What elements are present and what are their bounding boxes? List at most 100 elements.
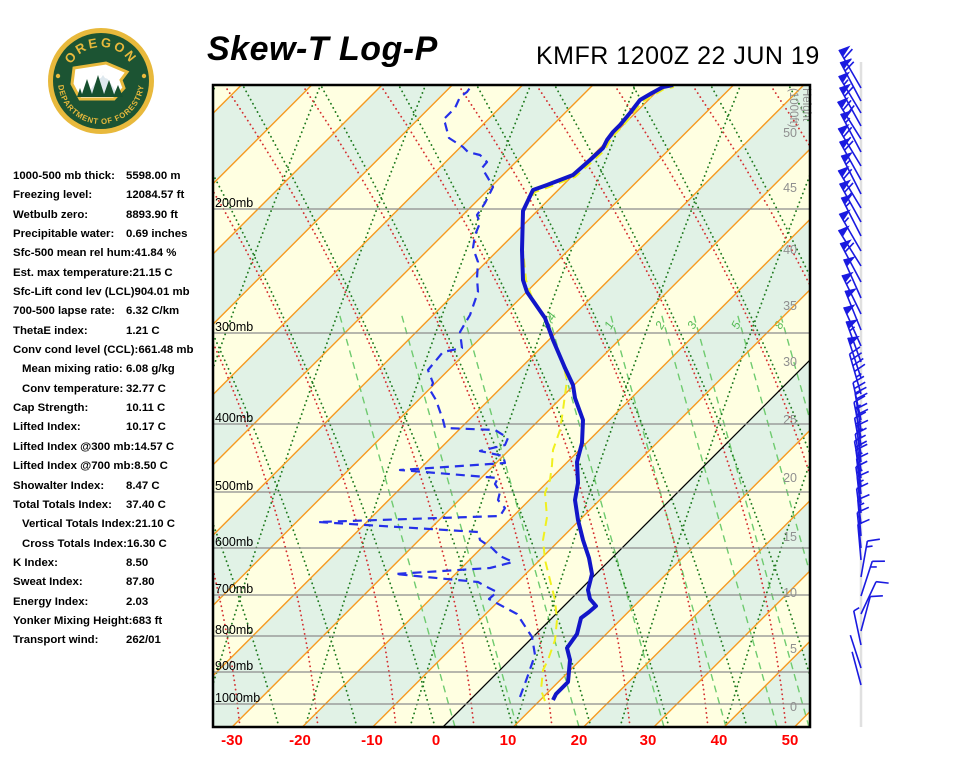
index-label: Sweat Index: xyxy=(13,576,83,589)
wind-barb xyxy=(837,165,862,209)
index-label: Conv temperature: xyxy=(22,382,124,395)
index-value: 12084.57 ft xyxy=(126,189,185,202)
index-value: 1.21 C xyxy=(126,324,160,337)
pressure-label: 600mb xyxy=(215,535,253,549)
index-label: Sfc-500 mean rel hum: xyxy=(13,247,135,260)
index-label: Cap Strength: xyxy=(13,402,89,415)
index-value: 10.17 C xyxy=(126,421,166,434)
wind-barb xyxy=(843,256,862,299)
pressure-label: 800mb xyxy=(215,623,253,637)
temp-band xyxy=(865,85,960,727)
pressure-label: 300mb xyxy=(215,320,253,334)
height-tick-label: 35 xyxy=(783,299,797,313)
height-tick-label: 20 xyxy=(783,471,797,485)
index-value: 8.50 C xyxy=(134,460,168,473)
wind-barb xyxy=(860,594,883,632)
wind-barb-column xyxy=(837,45,889,727)
index-label: Est. max temperature: xyxy=(13,266,133,279)
index-value: 683 ft xyxy=(132,614,163,627)
index-value: 16.30 C xyxy=(126,537,167,550)
index-label: Conv cond level (CCL): xyxy=(13,344,139,357)
height-tick-label: 45 xyxy=(783,181,797,195)
wind-barb xyxy=(838,83,862,127)
height-tick-label: 40 xyxy=(783,243,797,257)
index-row: 700-500 lapse rate: 6.32 C/km xyxy=(13,302,213,321)
index-value: 21.15 C xyxy=(132,266,173,279)
index-value: 6.08 g/kg xyxy=(126,363,175,376)
temperature-trace xyxy=(520,85,674,701)
wind-barb xyxy=(839,239,862,283)
wind-barb xyxy=(860,560,885,597)
index-label: ThetaE index: xyxy=(13,324,88,337)
index-label: 700-500 lapse rate: xyxy=(13,305,115,318)
index-value: 32.77 C xyxy=(126,382,166,395)
index-label: Precipitable water: xyxy=(13,228,115,241)
index-row: Lifted Index @300 mb:14.57 C xyxy=(13,438,213,457)
logo-dot-left xyxy=(55,73,61,79)
index-row: Cross Totals Index:16.30 C xyxy=(13,535,213,554)
index-row: Showalter Index: 8.47 C xyxy=(13,477,213,496)
indices-panel: 1000-500 mb thick: 5598.00 m Freezing leve… xyxy=(13,167,213,651)
temp-band xyxy=(213,85,810,727)
chart-labels: 200mb 300mb 400mb 500mb 600mb 700mb 800mb 900mb… xyxy=(215,88,812,749)
wind-barb xyxy=(855,419,869,463)
wind-barb xyxy=(856,470,870,514)
moist-adiabats-green xyxy=(213,86,810,727)
wind-barb xyxy=(851,651,862,686)
index-value: 8.47 C xyxy=(126,479,160,492)
index-label: Lifted Index: xyxy=(13,421,81,434)
index-value: 262/01 xyxy=(126,634,161,647)
temp-axis-label: 10 xyxy=(500,732,517,749)
temp-axis-label: 20 xyxy=(571,732,588,749)
wind-barb xyxy=(839,58,862,102)
pressure-label: 1000mb xyxy=(215,691,260,705)
index-value: 5598.00 m xyxy=(126,170,181,182)
wind-barb xyxy=(841,271,862,315)
wind-barb xyxy=(843,304,862,347)
index-row: Lifted Index: 10.17 C xyxy=(13,418,213,437)
index-label: Total Totals Index: xyxy=(13,498,112,511)
wind-barb xyxy=(849,634,862,669)
temp-axis-label: 40 xyxy=(711,732,728,749)
station-datetime: KMFR 1200Z 22 JUN 19 xyxy=(536,42,820,70)
index-label: Lifted Index @300 mb: xyxy=(13,440,135,453)
wind-barb xyxy=(838,209,862,252)
wind-barb xyxy=(848,346,866,395)
index-row: Sweat Index: 87.80 xyxy=(13,573,213,592)
index-row: K Index: 8.50 xyxy=(13,554,213,573)
wind-barb xyxy=(840,193,862,237)
index-row: 1000-500 mb thick: 5598.00 m xyxy=(13,167,213,186)
temp-band xyxy=(0,85,171,727)
temp-axis-label: 0 xyxy=(432,732,440,749)
wind-barb xyxy=(840,151,862,195)
index-value: 904.01 mb xyxy=(134,286,190,299)
index-row: Conv temperature: 32.77 C xyxy=(13,380,213,399)
index-label: Transport wind: xyxy=(13,634,99,647)
height-tick-label: 30 xyxy=(783,355,797,369)
odf-logo: OREGON DEPARTMENT OF FORESTRY xyxy=(48,28,154,134)
index-label: Cross Totals Index: xyxy=(22,537,127,550)
index-label: Freezing level: xyxy=(13,189,93,202)
chart-border xyxy=(211,83,812,729)
index-value: 10.11 C xyxy=(126,402,166,415)
temp-axis-label: 30 xyxy=(640,732,657,749)
index-row: Vertical Totals Index:21.10 C xyxy=(13,515,213,534)
index-row: Yonker Mixing Height:683 ft xyxy=(13,612,213,631)
logo-emblem xyxy=(70,61,130,101)
temp-axis-label: -10 xyxy=(361,732,383,749)
index-row: Transport wind: 262/01 xyxy=(13,631,213,650)
zero-isotherm xyxy=(442,359,810,727)
index-row: Lifted Index @700 mb:8.50 C xyxy=(13,457,213,476)
temp-band xyxy=(0,85,31,727)
pressure-label: 700mb xyxy=(215,582,253,596)
index-row: Est. max temperature:21.15 C xyxy=(13,264,213,283)
wind-barb xyxy=(852,607,862,646)
wind-barb xyxy=(844,288,862,331)
index-row: Freezing level: 12084.57 ft xyxy=(13,186,213,205)
wind-barb xyxy=(855,402,869,447)
index-row: Wetbulb zero: 8893.90 ft xyxy=(13,206,213,225)
isotherms xyxy=(213,85,810,727)
index-label: 1000-500 mb thick: xyxy=(13,170,115,182)
